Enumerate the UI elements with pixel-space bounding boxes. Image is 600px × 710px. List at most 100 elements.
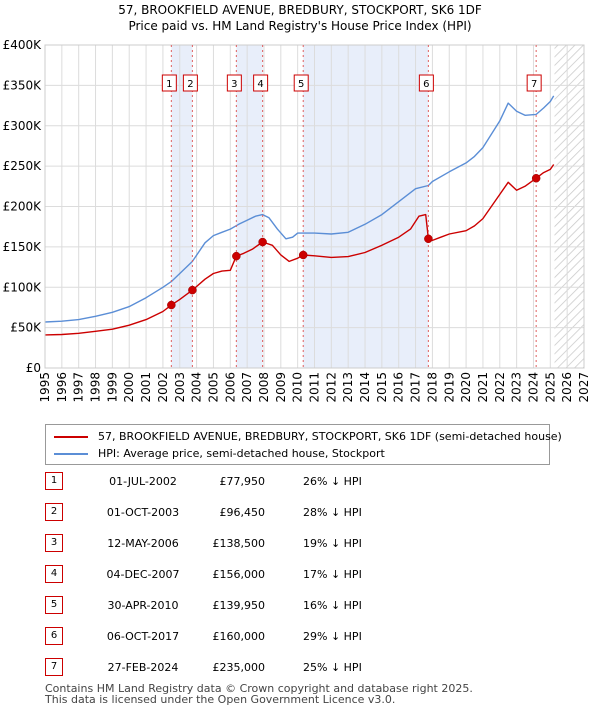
y-tick-label: £100K — [3, 280, 43, 294]
x-tick-label: 2005 — [206, 372, 220, 403]
sale-marker-label: 4 — [257, 79, 263, 90]
x-tick-label: 2027 — [577, 372, 591, 403]
sale-point — [258, 237, 267, 247]
transaction-hpi-diff: 19% ↓ HPI — [303, 537, 362, 550]
sale-marker-box — [253, 74, 269, 92]
x-tick-label: 2022 — [493, 372, 507, 403]
transaction-price: £139,950 — [212, 599, 266, 612]
sale-point — [188, 285, 197, 295]
x-tick-label: 2021 — [476, 372, 490, 403]
sale-point — [424, 234, 433, 244]
x-tick-label: 2012 — [324, 372, 338, 403]
sale-point — [232, 251, 241, 261]
sale-marker-box — [293, 74, 309, 92]
price-chart: 57, BROOKFIELD AVENUE, BREDBURY, STOCKPO… — [3, 3, 591, 403]
transaction-number: 2 — [45, 503, 63, 521]
x-tick-label: 2020 — [459, 372, 473, 403]
sale-marker-box — [418, 74, 434, 92]
chart-title: 57, BROOKFIELD AVENUE, BREDBURY, STOCKPO… — [118, 3, 482, 17]
x-tick-label: 1995 — [38, 372, 52, 403]
x-tick-label: 2009 — [274, 372, 288, 403]
sale-marker-label: 1 — [166, 79, 172, 90]
x-tick-label: 1997 — [72, 372, 86, 403]
sale-point — [298, 250, 308, 260]
x-tick-label: 2026 — [560, 372, 574, 403]
transaction-hpi-diff: 26% ↓ HPI — [303, 475, 362, 488]
table-row: 4 04-DEC-2007 £156,000 17% ↓ HPI — [45, 565, 465, 596]
x-tick-label: 1998 — [89, 372, 103, 403]
y-tick-label: £0 — [26, 361, 41, 375]
x-tick-label: 2007 — [240, 372, 254, 403]
x-tick-label: 2023 — [510, 372, 524, 403]
transaction-price: £235,000 — [212, 661, 266, 674]
transaction-price: £96,450 — [219, 506, 266, 519]
table-row: 1 01-JUL-2002 £77,950 26% ↓ HPI — [45, 472, 465, 503]
plot-frame — [44, 44, 585, 369]
x-tick-label: 2015 — [375, 372, 389, 403]
x-tick-label: 2010 — [291, 372, 305, 403]
transaction-hpi-diff: 28% ↓ HPI — [303, 506, 362, 519]
x-tick-label: 2002 — [156, 372, 170, 403]
y-tick-label: £250K — [3, 159, 43, 173]
chart-legend: 57, BROOKFIELD AVENUE, BREDBURY, STOCKPO… — [45, 424, 562, 465]
x-tick-label: 1999 — [105, 372, 119, 403]
y-tick-label: £400K — [3, 38, 43, 52]
legend-swatch-hpi — [54, 453, 88, 455]
transaction-price: £156,000 — [212, 568, 266, 581]
table-row: 6 06-OCT-2017 £160,000 29% ↓ HPI — [45, 627, 465, 658]
sale-marker-label: 7 — [531, 79, 537, 90]
footer-line-licence: This data is licensed under the Open Gov… — [45, 693, 396, 706]
x-tick-label: 2001 — [139, 372, 153, 403]
transaction-date: 04-DEC-2007 — [106, 568, 180, 581]
transaction-price: £77,950 — [219, 475, 266, 488]
transaction-number: 6 — [45, 627, 63, 645]
transaction-number: 4 — [45, 565, 63, 583]
y-tick-label: £150K — [3, 240, 43, 254]
legend-label-hpi: HPI: Average price, semi-detached house,… — [98, 447, 385, 460]
table-row: 7 27-FEB-2024 £235,000 25% ↓ HPI — [45, 658, 465, 689]
sale-point — [531, 173, 541, 183]
x-tick-label: 2000 — [122, 372, 136, 403]
transaction-date: 12-MAY-2006 — [107, 537, 179, 550]
sale-marker-label: 2 — [187, 79, 193, 90]
x-tick-label: 2008 — [257, 372, 271, 403]
x-tick-label: 2006 — [223, 372, 237, 403]
table-row: 2 01-OCT-2003 £96,450 28% ↓ HPI — [45, 503, 465, 534]
x-tick-label: 2014 — [358, 372, 372, 403]
transaction-hpi-diff: 17% ↓ HPI — [303, 568, 362, 581]
sale-marker-label: 6 — [423, 79, 429, 90]
legend-label-property: 57, BROOKFIELD AVENUE, BREDBURY, STOCKPO… — [98, 430, 562, 443]
sale-marker-label: 3 — [231, 79, 237, 90]
transaction-hpi-diff: 29% ↓ HPI — [303, 630, 362, 643]
x-tick-label: 2024 — [526, 372, 540, 403]
table-row: 3 12-MAY-2006 £138,500 19% ↓ HPI — [45, 534, 465, 565]
legend-swatch-property — [54, 436, 88, 438]
x-tick-label: 1996 — [55, 372, 69, 403]
transaction-date: 01-JUL-2002 — [109, 475, 177, 488]
transaction-hpi-diff: 25% ↓ HPI — [303, 661, 362, 674]
transaction-date: 01-OCT-2003 — [106, 506, 180, 519]
transaction-number: 3 — [45, 534, 63, 552]
sale-marker-box — [226, 74, 242, 92]
transaction-date: 06-OCT-2017 — [106, 630, 180, 643]
sale-marker-label: 5 — [298, 79, 304, 90]
x-tick-label: 2019 — [442, 372, 456, 403]
hpi-series-line — [44, 95, 555, 323]
transaction-number: 7 — [45, 658, 63, 676]
x-tick-label: 2025 — [543, 372, 557, 403]
x-tick-label: 2017 — [409, 372, 423, 403]
x-tick-label: 2016 — [392, 372, 406, 403]
table-row: 5 30-APR-2010 £139,950 16% ↓ HPI — [45, 596, 465, 627]
x-tick-label: 2011 — [308, 372, 322, 403]
transactions-table: 1 01-JUL-2002 £77,950 26% ↓ HPI 2 01-OCT… — [45, 472, 465, 689]
x-tick-label: 2013 — [341, 372, 355, 403]
y-tick-label: £350K — [3, 78, 43, 92]
transaction-number: 1 — [45, 472, 63, 490]
transaction-price: £138,500 — [212, 537, 266, 550]
x-tick-label: 2018 — [425, 372, 439, 403]
footer-attribution: Contains HM Land Registry data © Crown c… — [45, 683, 473, 705]
y-tick-label: £200K — [3, 200, 43, 214]
sale-point — [167, 300, 176, 310]
sale-marker-box — [526, 74, 542, 92]
y-tick-label: £50K — [10, 321, 42, 335]
